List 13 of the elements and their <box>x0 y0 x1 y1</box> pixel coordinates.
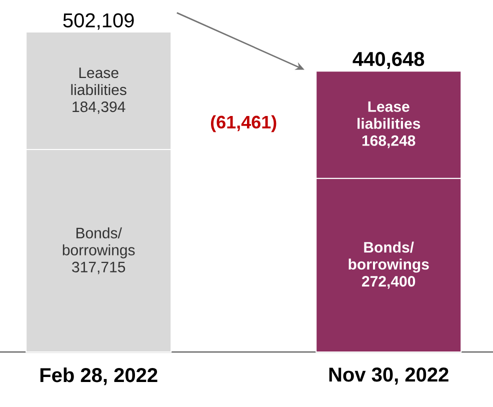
total-label: 502,109 <box>63 13 134 30</box>
data-label: 272,400 <box>362 276 416 289</box>
series-label: Bonds/ borrowings <box>348 242 429 273</box>
annotation: (61,461) <box>210 115 276 132</box>
x-tick-label: Nov 30, 2022 <box>329 368 448 385</box>
series-label: Lease liabilities <box>358 101 420 129</box>
text: Lease liabilities <box>71 68 126 96</box>
total-label: 440,648 <box>352 52 424 69</box>
x-tick-label: Feb 28, 2022 <box>40 368 158 386</box>
text: Bonds/ borrowings <box>62 227 135 258</box>
data-label: 184,394 <box>72 101 126 114</box>
data-label: 317,715 <box>72 262 126 274</box>
data-label: 168,248 <box>362 135 416 148</box>
